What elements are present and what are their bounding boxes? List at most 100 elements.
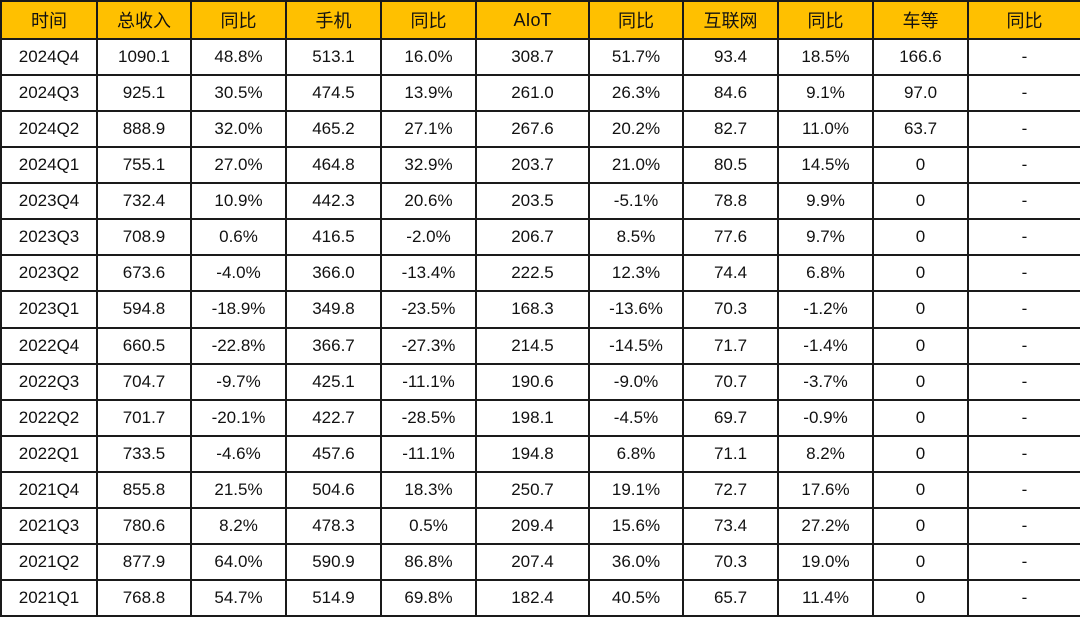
table-cell: 71.7 (682, 326, 779, 365)
table-header: 时间 总收入 同比 手机 同比 AIoT 同比 互联网 同比 车等 同比 (0, 0, 1080, 40)
table-cell: - (967, 470, 1080, 509)
table-row: 2022Q4 660.5 -22.8% 366.7 -27.3% 214.5 -14.5% 7… (0, 326, 1080, 365)
table-cell: 733.5 (96, 434, 192, 473)
table-cell: - (967, 362, 1080, 401)
table-cell: 27.0% (190, 146, 287, 185)
table-cell: -13.4% (380, 254, 477, 293)
table-cell: -22.8% (190, 326, 287, 365)
table-cell: 13.9% (380, 74, 477, 113)
table-cell: -9.7% (190, 362, 287, 401)
table-cell: 513.1 (285, 37, 382, 77)
table-cell: 8.2% (777, 434, 874, 473)
table-cell: -1.2% (777, 290, 874, 329)
table-cell: 478.3 (285, 506, 382, 545)
table-cell: - (967, 110, 1080, 149)
table-row: 2023Q1 594.8 -18.9% 349.8 -23.5% 168.3 -13.6% 7… (0, 290, 1080, 329)
table-cell: 51.7% (588, 37, 684, 77)
table-cell: 0.6% (190, 218, 287, 257)
table-cell: 660.5 (96, 326, 192, 365)
period-cell: 2022Q3 (0, 362, 98, 401)
table-cell: 70.3 (682, 542, 779, 581)
column-header: AIoT (475, 0, 590, 40)
table-cell: 203.5 (475, 182, 590, 221)
column-header: 同比 (777, 0, 874, 40)
period-cell: 2021Q4 (0, 470, 98, 509)
table-cell: 349.8 (285, 290, 382, 329)
table-cell: 708.9 (96, 218, 192, 257)
table-cell: 261.0 (475, 74, 590, 113)
table-cell: 0 (872, 506, 969, 545)
table-cell: 36.0% (588, 542, 684, 581)
table-cell: -4.5% (588, 398, 684, 437)
table-cell: 65.7 (682, 578, 779, 617)
table-row: 2022Q1 733.5 -4.6% 457.6 -11.1% 194.8 6.8% 71.1… (0, 434, 1080, 473)
table-cell: 69.8% (380, 578, 477, 617)
table-cell: 9.9% (777, 182, 874, 221)
period-cell: 2021Q3 (0, 506, 98, 545)
table-cell: 366.7 (285, 326, 382, 365)
column-header: 互联网 (682, 0, 779, 40)
table-cell: 194.8 (475, 434, 590, 473)
table-cell: -28.5% (380, 398, 477, 437)
table-row: 2024Q1 755.1 27.0% 464.8 32.9% 203.7 21.0% 80.5… (0, 146, 1080, 185)
table-cell: 207.4 (475, 542, 590, 581)
period-cell: 2023Q1 (0, 290, 98, 329)
table-cell: -1.4% (777, 326, 874, 365)
table-cell: -20.1% (190, 398, 287, 437)
table-cell: 6.8% (588, 434, 684, 473)
period-cell: 2024Q1 (0, 146, 98, 185)
table-cell: 701.7 (96, 398, 192, 437)
table-cell: 77.6 (682, 218, 779, 257)
table-cell: 69.7 (682, 398, 779, 437)
table-cell: 168.3 (475, 290, 590, 329)
table-cell: - (967, 146, 1080, 185)
table-cell: 64.0% (190, 542, 287, 581)
table-cell: 590.9 (285, 542, 382, 581)
table-row: 2021Q4 855.8 21.5% 504.6 18.3% 250.7 19.1% 72.7… (0, 470, 1080, 509)
period-cell: 2022Q1 (0, 434, 98, 473)
table-cell: 780.6 (96, 506, 192, 545)
column-header: 同比 (380, 0, 477, 40)
table-cell: 422.7 (285, 398, 382, 437)
table-cell: - (967, 218, 1080, 257)
table-cell: 71.1 (682, 434, 779, 473)
table-cell: 0 (872, 326, 969, 365)
table-cell: 19.0% (777, 542, 874, 581)
table-cell: 14.5% (777, 146, 874, 185)
table-cell: 8.2% (190, 506, 287, 545)
table-cell: 18.3% (380, 470, 477, 509)
table-cell: 30.5% (190, 74, 287, 113)
column-header: 同比 (588, 0, 684, 40)
table-cell: 72.7 (682, 470, 779, 509)
table-cell: 6.8% (777, 254, 874, 293)
table-cell: 78.8 (682, 182, 779, 221)
table-cell: 0 (872, 218, 969, 257)
table-cell: 673.6 (96, 254, 192, 293)
period-cell: 2023Q2 (0, 254, 98, 293)
table-cell: 0 (872, 182, 969, 221)
table-cell: 704.7 (96, 362, 192, 401)
table-cell: 925.1 (96, 74, 192, 113)
table-cell: 514.9 (285, 578, 382, 617)
table-cell: 19.1% (588, 470, 684, 509)
table-cell: - (967, 254, 1080, 293)
table-cell: 9.7% (777, 218, 874, 257)
column-header: 同比 (967, 0, 1080, 40)
table-cell: 20.6% (380, 182, 477, 221)
table-cell: 84.6 (682, 74, 779, 113)
table-cell: 32.9% (380, 146, 477, 185)
table-cell: 474.5 (285, 74, 382, 113)
table-cell: 250.7 (475, 470, 590, 509)
table-row: 2022Q3 704.7 -9.7% 425.1 -11.1% 190.6 -9.0% 70.… (0, 362, 1080, 401)
table-cell: -4.6% (190, 434, 287, 473)
table-cell: 0 (872, 398, 969, 437)
table-cell: -5.1% (588, 182, 684, 221)
table-cell: 16.0% (380, 37, 477, 77)
table-cell: 464.8 (285, 146, 382, 185)
table-row: 2022Q2 701.7 -20.1% 422.7 -28.5% 198.1 -4.5% 69… (0, 398, 1080, 437)
table-cell: 97.0 (872, 74, 969, 113)
table-cell: 10.9% (190, 182, 287, 221)
period-cell: 2023Q4 (0, 182, 98, 221)
table-cell: 0 (872, 578, 969, 617)
table-cell: 48.8% (190, 37, 287, 77)
